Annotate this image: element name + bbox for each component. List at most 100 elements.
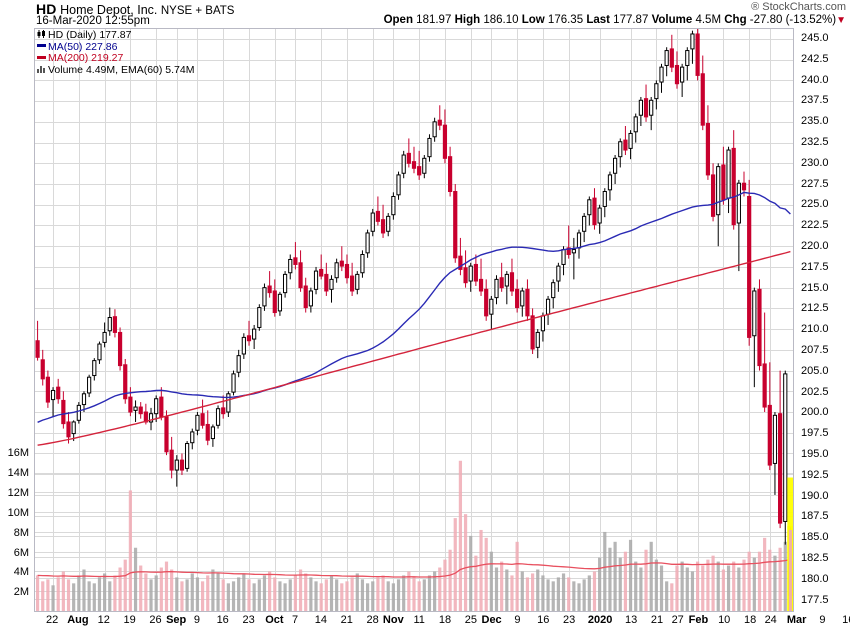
date-axis-tick: 9	[193, 614, 200, 626]
down-arrow-icon: ▼	[836, 15, 846, 26]
date-axis-tick: 27	[671, 614, 684, 626]
exchange-name: NYSE + BATS	[160, 5, 235, 17]
date-axis-tick: Nov	[382, 614, 404, 626]
open-label: Open	[383, 14, 413, 26]
price-axis-tick: 222.5	[801, 219, 829, 232]
date-axis-tick: Feb	[688, 614, 709, 626]
open-value: 181.97	[416, 14, 452, 26]
date-axis-tick: 16	[537, 614, 550, 626]
ticker-symbol: HD	[36, 1, 57, 17]
company-name: Home Depot, Inc.	[60, 3, 158, 17]
price-axis-tick: 220.0	[801, 240, 829, 252]
candlestick-icon	[37, 30, 46, 39]
volume-axis-tick: 2M	[13, 586, 29, 599]
chart-title: HD Home Depot, Inc. NYSE + BATS	[36, 1, 234, 17]
legend-ma50-label: MA(50) 227.86	[48, 40, 118, 53]
price-axis-tick: 242.5	[801, 52, 829, 65]
price-axis: 245.0 242.5 240.0 237.5 235.0 232.5 230.0 227.5…	[795, 28, 850, 612]
price-axis-tick: 202.5	[801, 385, 829, 398]
last-value: 177.87	[613, 14, 649, 26]
legend-ma200-label: MA(200) 219.27	[48, 52, 124, 65]
date-axis-tick: 28	[366, 614, 379, 626]
date-axis-tick: 9	[514, 614, 521, 626]
volume-value: 4.5M	[695, 14, 722, 26]
grid-layer	[35, 29, 793, 611]
price-axis-tick: 195.0	[801, 447, 829, 460]
date-axis-tick: 21	[650, 614, 664, 626]
volume-axis-tick: 8M	[13, 526, 29, 539]
stockcharts-brand: ® StockCharts.com	[751, 1, 846, 13]
date-axis-tick: 24	[764, 614, 777, 626]
date-axis-tick: Oct	[265, 614, 284, 626]
legend-ma200-row: MA(200) 219.27	[37, 52, 194, 65]
date-axis-tick: 19	[123, 614, 136, 626]
high-label: High	[454, 14, 481, 26]
quote-bar: Open 181.97 High 186.10 Low 176.35 Last …	[384, 14, 846, 26]
price-axis-tick: 232.5	[801, 136, 829, 148]
chart-plot-area[interactable]	[34, 28, 794, 612]
high-value: 186.10	[483, 14, 519, 26]
date-axis-tick: 22	[45, 614, 59, 626]
date-axis-tick: 18	[743, 614, 757, 626]
price-axis-tick: 240.0	[801, 73, 829, 86]
volume-axis: 16M 14M 12M 10M 8M 6M 4M 2M	[0, 28, 34, 612]
histogram-icon	[37, 65, 46, 73]
volume-axis-tick: 4M	[13, 566, 29, 579]
date-axis-tick: Sep	[166, 614, 187, 626]
date-axis-tick: 11	[413, 614, 425, 626]
price-axis-tick: 207.5	[801, 343, 829, 356]
date-axis-tick: 2020	[587, 614, 613, 626]
date-axis: 22 Aug 12 19 26 Sep 9 16 23 Oct 7 14 21 28 Nov 11 18 25 De…	[34, 613, 850, 633]
date-axis-tick: 18	[438, 614, 452, 626]
date-axis-tick: Aug	[67, 614, 89, 626]
price-axis-tick: 187.5	[801, 510, 829, 523]
date-axis-tick: 26	[149, 614, 162, 626]
line-swatch-red-icon	[37, 55, 46, 59]
price-axis-tick: 230.0	[801, 156, 829, 169]
date-axis-tick: Mar	[786, 614, 807, 626]
price-axis-tick: 185.0	[801, 531, 829, 544]
legend-volume-label: Volume 4.49M, EMA(60) 5.74M	[48, 63, 195, 76]
date-axis-tick: 9	[819, 614, 826, 626]
date-axis-tick: Dec	[481, 614, 502, 626]
date-axis-tick: 25	[464, 614, 478, 626]
low-label: Low	[521, 14, 545, 26]
price-axis-tick: 212.5	[801, 302, 829, 315]
chg-label: Chg	[724, 14, 747, 26]
line-swatch-blue-icon	[37, 44, 46, 48]
date-axis-tick: 14	[314, 614, 328, 626]
price-axis-tick: 197.5	[801, 427, 829, 440]
volume-axis-tick: 14M	[7, 467, 29, 480]
price-axis-tick: 200.0	[801, 406, 829, 419]
price-axis-tick: 210.0	[801, 323, 829, 336]
price-axis-tick: 227.5	[801, 177, 829, 190]
date-axis-tick: 21	[340, 614, 353, 626]
price-axis-tick: 217.5	[801, 260, 829, 273]
price-axis-tick: 192.5	[801, 468, 829, 481]
date-axis-tick: 7	[292, 614, 299, 626]
date-axis-tick: 23	[242, 614, 255, 626]
price-axis-tick: 180.0	[801, 572, 829, 585]
date-axis-tick: 10	[718, 614, 731, 626]
price-axis-tick: 190.0	[801, 489, 829, 502]
chg-value: -27.80 (-13.52%)	[749, 14, 837, 26]
legend-price-row: HD (Daily) 177.87	[37, 29, 194, 42]
price-axis-tick: 205.0	[801, 364, 829, 377]
legend-volume-row: Volume 4.49M, EMA(60) 5.74M	[37, 63, 195, 77]
date-axis-tick: 16	[842, 614, 850, 626]
volume-axis-tick: 6M	[13, 546, 29, 559]
volume-axis-tick: 12M	[7, 487, 29, 499]
price-axis-tick: 177.5	[801, 593, 829, 606]
last-label: Last	[586, 14, 610, 26]
volume-axis-tick: 16M	[7, 447, 29, 460]
volume-label: Volume	[651, 14, 693, 26]
volume-axis-tick: 10M	[7, 506, 29, 519]
date-axis-tick: 23	[562, 614, 576, 626]
legend-ma50-row: MA(50) 227.86	[37, 40, 194, 54]
date-axis-tick: 16	[216, 614, 229, 626]
chart-header: HD Home Depot, Inc. NYSE + BATS 16-Mar-2…	[0, 0, 850, 28]
price-axis-tick: 237.5	[801, 94, 829, 107]
price-axis-tick: 215.0	[801, 281, 829, 294]
price-axis-tick: 225.0	[801, 198, 829, 211]
